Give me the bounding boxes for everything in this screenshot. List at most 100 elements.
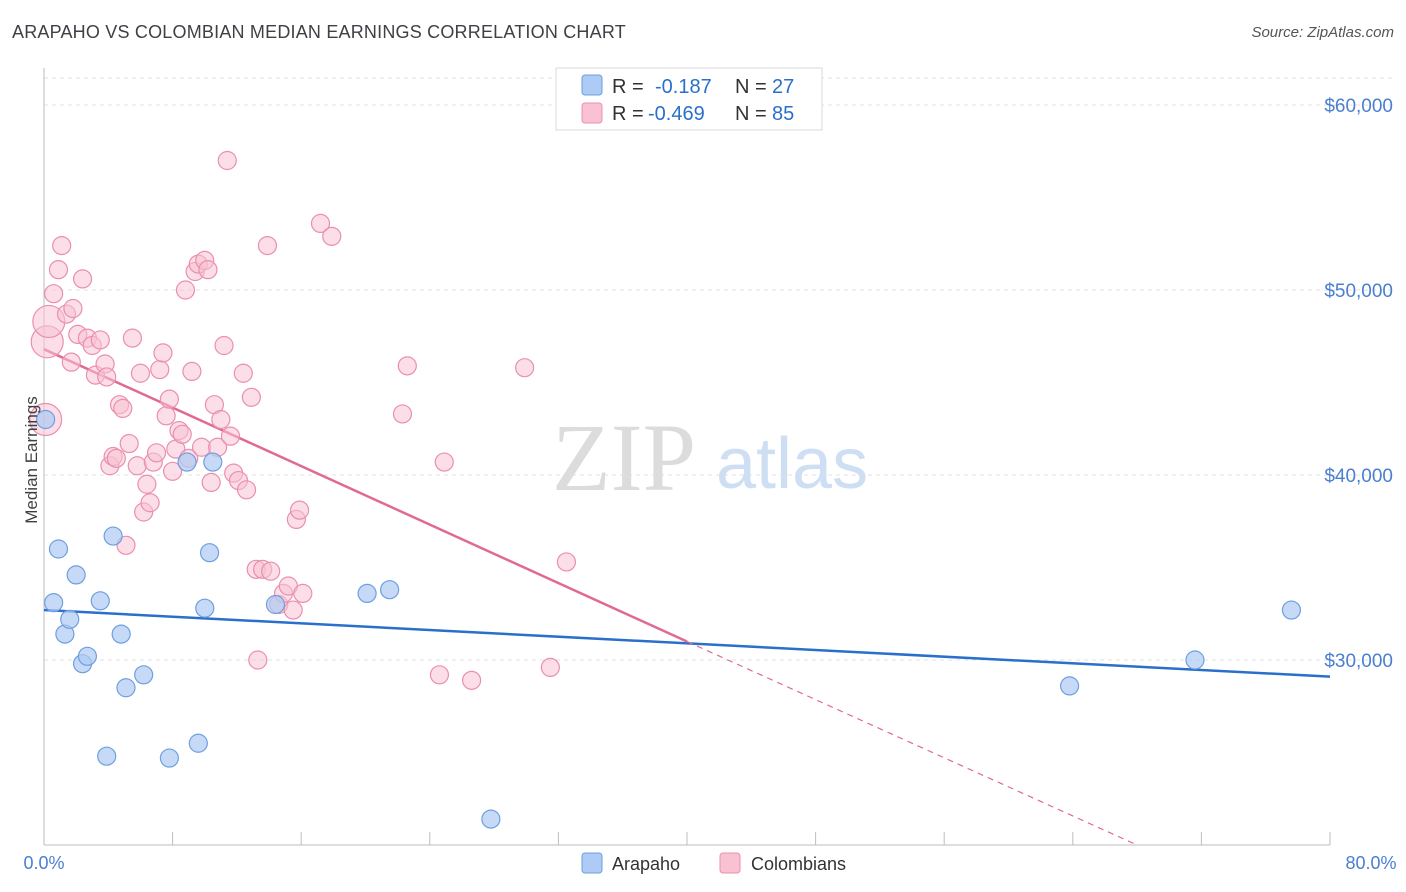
stats-legend: R = -0.187 N = 27 R = -0.469 N = 85	[555, 67, 823, 131]
watermark: ZIP atlas	[552, 404, 868, 511]
arapaho-point-17	[195, 598, 215, 618]
arapaho-point-5	[66, 565, 86, 585]
arapaho-point-26	[1281, 600, 1302, 620]
arapaho-point-18	[199, 543, 220, 563]
chart-title: ARAPAHO VS COLOMBIAN MEDIAN EARNINGS COR…	[12, 22, 626, 42]
stats-arapaho-n-value: 27	[772, 76, 794, 98]
y-tick-label-0: $30,000	[1324, 651, 1393, 672]
colombians-point-45	[191, 437, 212, 457]
colombians-point-53	[217, 150, 237, 171]
arapaho-point-11	[111, 624, 131, 644]
colombians-point-35	[159, 389, 179, 409]
colombians-point-73	[322, 226, 342, 246]
watermark-atlas: atlas	[716, 424, 868, 504]
x-min-label: 0.0%	[23, 853, 64, 873]
stats-colombians-n-value: 85	[772, 103, 794, 125]
colombians-point-8	[63, 298, 83, 319]
y-tick-label-1: $40,000	[1324, 466, 1393, 487]
colombians-point-81	[556, 552, 577, 572]
chart-source: Source: ZipAtlas.com	[1251, 24, 1394, 41]
colombians-point-10	[72, 269, 93, 289]
bottom-legend: Arapaho Colombians	[581, 852, 846, 874]
stats-arapaho-r-label: R =	[612, 76, 644, 98]
colombians-point-77	[434, 452, 454, 472]
arapaho-point-19	[203, 452, 223, 472]
y-tick-label-3: $60,000	[1324, 96, 1393, 117]
colombians-point-78	[461, 670, 482, 690]
colombians-point-40	[175, 280, 196, 300]
colombians-point-29	[140, 493, 160, 513]
y-tick-labels: $30,000 $40,000 $50,000 $60,000	[1324, 96, 1393, 672]
colombians-point-7	[61, 352, 81, 372]
colombians-point-47	[198, 260, 218, 280]
arapaho-point-24	[1059, 676, 1080, 696]
stats-colombians-r-value: -0.469	[648, 103, 705, 125]
arapaho-point-2	[48, 539, 69, 559]
colombians-point-58	[236, 480, 257, 500]
colombians-point-3	[44, 284, 64, 304]
colombians-trend-extension	[686, 640, 1138, 846]
colombians-point-25	[127, 456, 147, 476]
arapaho-point-7	[77, 646, 98, 666]
colombians-point-64	[261, 561, 281, 581]
colombians-point-26	[130, 363, 151, 383]
colombians-point-34	[156, 406, 176, 426]
colombians-point-61	[248, 650, 268, 670]
colombians-point-59	[241, 387, 261, 407]
x-max-label: 80.0%	[1345, 853, 1396, 873]
colombians-point-68	[283, 600, 303, 620]
x-axis-ticks	[43, 832, 1331, 845]
colombians-point-72	[310, 213, 331, 233]
colombians-point-21	[113, 398, 133, 418]
colombians-point-31	[146, 443, 167, 463]
colombians-point-23	[119, 433, 139, 454]
colombians-point-36	[163, 461, 183, 481]
stats-arapaho-r-value: -0.187	[655, 76, 712, 98]
legend-arapaho-label: Arapaho	[612, 854, 680, 874]
arapaho-point-10	[103, 526, 123, 546]
arapaho-point-21	[357, 583, 377, 604]
colombians-point-16	[97, 367, 117, 387]
colombians-point-63	[257, 236, 278, 256]
stats-colombians-n-label: N =	[735, 103, 767, 125]
y-tick-label-2: $50,000	[1324, 281, 1393, 302]
colombians-point-57	[233, 363, 253, 383]
colombians-point-70	[289, 500, 310, 520]
arapaho-point-0	[36, 409, 56, 430]
arapaho-point-16	[188, 733, 208, 753]
watermark-zip: ZIP	[552, 404, 696, 511]
stats-arapaho-n-label: N =	[735, 76, 767, 98]
legend-colombians-swatch	[719, 852, 741, 874]
stats-colombians-swatch	[581, 102, 603, 124]
legend-arapaho-swatch	[581, 852, 603, 874]
colombians-point-74	[392, 404, 413, 424]
colombians-point-5	[52, 236, 72, 256]
stats-arapaho-swatch	[581, 74, 603, 96]
colombians-trend-line	[43, 348, 688, 643]
colombians-point-76	[429, 665, 450, 685]
colombians-point-4	[48, 260, 69, 280]
colombians-point-28	[137, 474, 157, 494]
arapaho-point-20	[265, 594, 286, 615]
colombians-point-42	[182, 361, 202, 381]
colombians-point-14	[90, 330, 110, 350]
stats-colombians-r-label: R =	[612, 103, 644, 125]
colombians-point-71	[293, 583, 313, 604]
arapaho-point-12	[116, 678, 136, 698]
arapaho-point-9	[97, 746, 117, 766]
data-points	[29, 150, 1302, 829]
trend-lines	[43, 348, 1331, 846]
colombians-point-19	[106, 448, 126, 468]
colombians-point-52	[214, 335, 234, 356]
arapaho-point-22	[380, 580, 400, 600]
arapaho-point-25	[1185, 650, 1205, 670]
arapaho-point-1	[44, 593, 64, 613]
colombians-point-48	[201, 472, 221, 492]
arapaho-point-4	[60, 609, 80, 629]
colombians-point-80	[540, 657, 560, 678]
colombians-point-33	[153, 343, 173, 363]
colombians-point-39	[172, 424, 192, 444]
colombians-point-51	[211, 409, 231, 430]
arapaho-point-23	[481, 809, 501, 829]
